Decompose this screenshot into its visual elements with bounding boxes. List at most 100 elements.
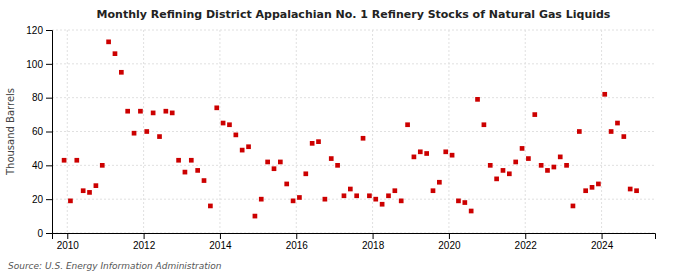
x-tick: 2012	[133, 233, 156, 251]
x-tick: 2014	[209, 233, 232, 251]
point	[552, 165, 557, 170]
point	[297, 195, 302, 200]
x-tick-label: 2012	[133, 240, 156, 251]
x-tick-label: 2020	[438, 240, 461, 251]
point	[113, 51, 118, 56]
point	[456, 199, 461, 204]
point	[316, 139, 321, 144]
y-axis-label: Thousand Barrels	[5, 88, 16, 176]
point	[405, 122, 410, 127]
y-axis: 0 20 40 60 80 100 120	[26, 25, 52, 239]
x-tick-mark	[525, 233, 526, 239]
y-tick: 100	[26, 59, 52, 70]
point	[564, 163, 569, 168]
y-tick-label: 0	[37, 228, 43, 239]
y-tick: 40	[32, 160, 52, 171]
y-tick-label: 120	[26, 25, 43, 36]
point	[634, 188, 639, 193]
x-tick: 2020	[438, 233, 461, 251]
y-tick: 120	[26, 25, 52, 36]
point	[437, 180, 442, 185]
y-tick-label: 40	[32, 160, 44, 171]
source-note: Source: U.S. Energy Information Administ…	[8, 261, 222, 271]
point	[265, 160, 270, 165]
point	[138, 109, 143, 114]
point	[233, 133, 238, 138]
y-tick-mark	[46, 132, 52, 133]
y-tick: 80	[32, 92, 52, 103]
point	[291, 199, 296, 204]
point	[475, 97, 480, 102]
point	[520, 146, 525, 151]
point	[303, 171, 308, 176]
point	[342, 193, 347, 198]
y-tick-mark	[46, 233, 52, 234]
point	[221, 121, 226, 126]
title: Monthly Refining District Appalachian No…	[97, 8, 611, 21]
point	[386, 193, 391, 198]
y-tick-mark	[46, 165, 52, 166]
point	[329, 156, 334, 161]
x-grid-line	[67, 30, 68, 233]
x-grid-line	[372, 30, 373, 233]
x-tick: 2022	[515, 233, 538, 251]
points	[62, 39, 639, 218]
x-grid-line	[143, 30, 144, 233]
grid	[52, 30, 655, 233]
point	[621, 134, 626, 139]
point	[532, 112, 537, 117]
point	[577, 129, 582, 134]
point	[373, 197, 378, 202]
point	[361, 136, 366, 141]
point	[62, 158, 67, 163]
y-tick-mark	[46, 64, 52, 65]
x-tick-mark	[220, 233, 221, 239]
plot-area: 2010201220142016201820202022202402040608…	[26, 25, 655, 251]
point	[443, 149, 448, 154]
point	[227, 122, 232, 127]
point	[170, 111, 175, 116]
point	[501, 168, 506, 173]
point	[151, 111, 156, 116]
point	[450, 153, 455, 158]
y-tick-label: 20	[32, 194, 44, 205]
point	[202, 178, 207, 183]
x-grid-line	[448, 30, 449, 233]
point	[628, 187, 633, 192]
point	[163, 109, 168, 114]
y-tick-mark	[46, 30, 52, 31]
point	[431, 188, 436, 193]
y-grid-line	[52, 63, 655, 64]
y-tick: 20	[32, 194, 52, 205]
point	[119, 70, 124, 75]
y-tick-label: 80	[32, 92, 44, 103]
point	[424, 151, 429, 156]
x-tick-mark	[602, 233, 603, 239]
y-tick: 60	[32, 126, 52, 137]
point	[183, 170, 188, 175]
point	[494, 177, 499, 182]
x-tick-label: 2010	[57, 240, 80, 251]
point	[157, 134, 162, 139]
y-grid-line	[52, 131, 655, 132]
point	[310, 141, 315, 146]
y-tick-label: 60	[32, 126, 44, 137]
x-tick: 2018	[362, 233, 385, 251]
point	[253, 214, 258, 219]
point	[354, 193, 359, 198]
x-tick-label: 2018	[362, 240, 385, 251]
point	[469, 209, 474, 214]
point	[488, 163, 493, 168]
point	[335, 163, 340, 168]
point	[583, 188, 588, 193]
x-tick: 2010	[57, 233, 80, 251]
point	[189, 158, 194, 163]
y-tick-label: 100	[26, 59, 43, 70]
x-tick-label: 2014	[209, 240, 232, 251]
point	[246, 144, 251, 149]
point	[81, 188, 86, 193]
x-grid-line	[296, 30, 297, 233]
x-axis: 20102012201420162018202020222024	[53, 233, 656, 251]
point	[323, 197, 328, 202]
point	[74, 158, 79, 163]
